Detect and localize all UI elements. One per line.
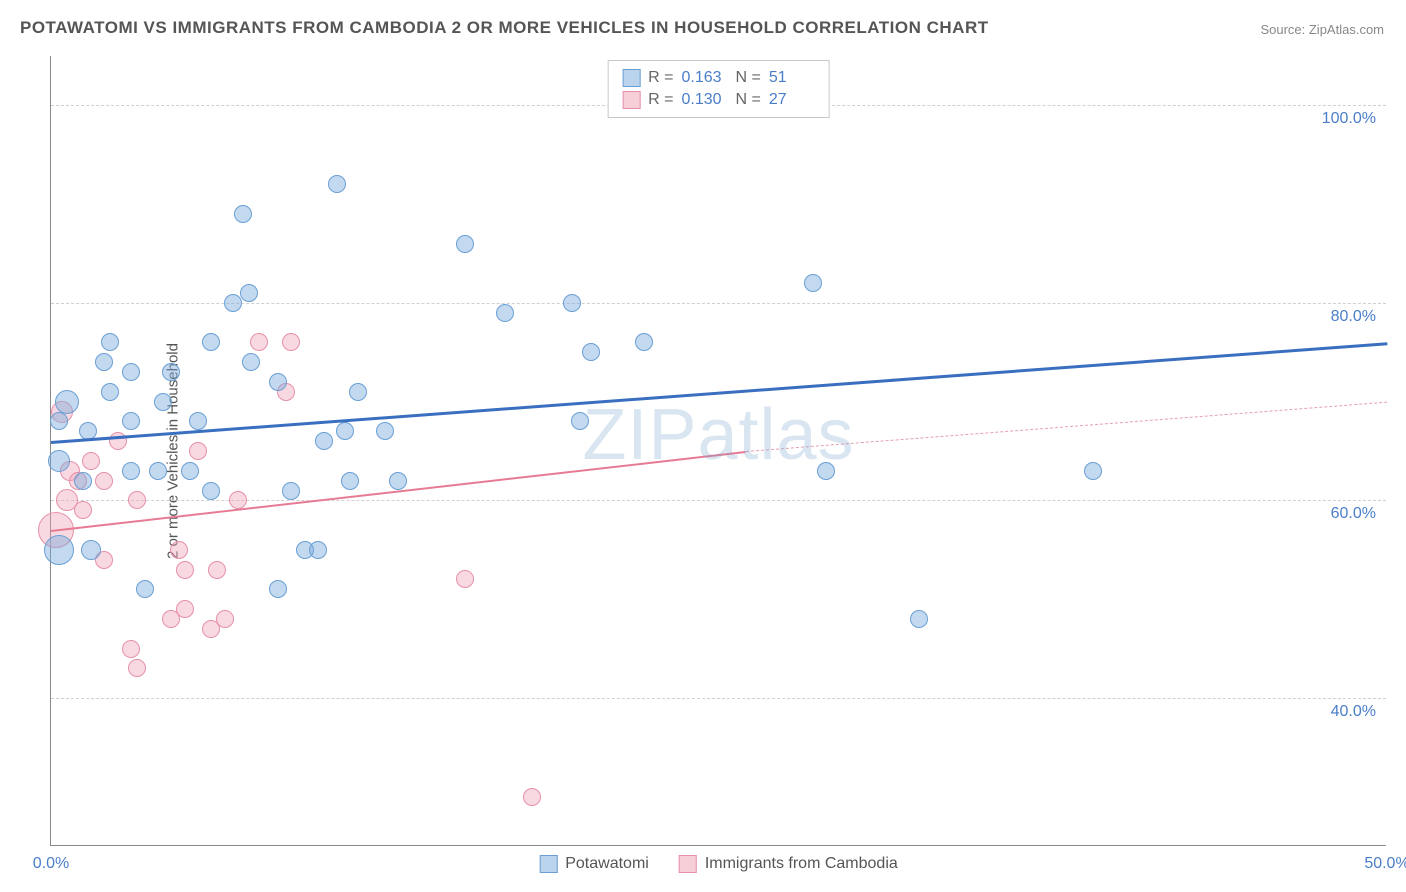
data-point <box>341 472 359 490</box>
data-point <box>376 422 394 440</box>
data-point <box>349 383 367 401</box>
data-point <box>162 363 180 381</box>
data-point <box>95 353 113 371</box>
data-point <box>315 432 333 450</box>
chart-title: POTAWATOMI VS IMMIGRANTS FROM CAMBODIA 2… <box>20 18 989 38</box>
data-point <box>81 540 101 560</box>
gridline <box>51 500 1386 501</box>
data-point <box>224 294 242 312</box>
source-label: Source: ZipAtlas.com <box>1260 22 1384 37</box>
data-point <box>269 373 287 391</box>
legend-item-potawatomi: Potawatomi <box>539 855 649 873</box>
swatch-pink-icon <box>622 91 640 109</box>
data-point <box>282 333 300 351</box>
data-point <box>189 442 207 460</box>
x-tick-label: 50.0% <box>1364 855 1406 873</box>
data-point <box>563 294 581 312</box>
data-point <box>154 393 172 411</box>
data-point <box>202 482 220 500</box>
data-point <box>582 343 600 361</box>
y-tick-label: 100.0% <box>1322 110 1376 128</box>
r-value-pink: 0.130 <box>682 91 728 109</box>
legend-item-cambodia: Immigrants from Cambodia <box>679 855 898 873</box>
data-point <box>48 450 70 472</box>
data-point <box>149 462 167 480</box>
data-point <box>208 561 226 579</box>
data-point <box>456 235 474 253</box>
data-point <box>181 462 199 480</box>
data-point <box>336 422 354 440</box>
watermark: ZIPatlas <box>582 394 854 476</box>
data-point <box>50 412 68 430</box>
stats-row-potawatomi: R = 0.163 N = 51 <box>622 67 815 89</box>
x-tick-label: 0.0% <box>33 855 69 873</box>
data-point <box>55 390 79 414</box>
legend-label-cambodia: Immigrants from Cambodia <box>705 855 898 873</box>
data-point <box>82 452 100 470</box>
stats-row-cambodia: R = 0.130 N = 27 <box>622 89 815 111</box>
data-point <box>74 501 92 519</box>
data-point <box>234 205 252 223</box>
data-point <box>176 561 194 579</box>
data-point <box>523 788 541 806</box>
data-point <box>309 541 327 559</box>
data-point <box>328 175 346 193</box>
data-point <box>136 580 154 598</box>
r-value-blue: 0.163 <box>682 69 728 87</box>
y-tick-label: 80.0% <box>1331 308 1376 326</box>
data-point <box>242 353 260 371</box>
data-point <box>216 610 234 628</box>
n-label: N = <box>736 69 761 87</box>
data-point <box>74 472 92 490</box>
n-value-pink: 27 <box>769 91 815 109</box>
data-point <box>176 600 194 618</box>
data-point <box>101 383 119 401</box>
gridline <box>51 698 1386 699</box>
data-point <box>128 659 146 677</box>
trend-line-pink-dash <box>746 402 1387 452</box>
data-point <box>189 412 207 430</box>
y-tick-label: 60.0% <box>1331 505 1376 523</box>
r-label: R = <box>648 91 673 109</box>
data-point <box>571 412 589 430</box>
data-point <box>128 491 146 509</box>
r-label: R = <box>648 69 673 87</box>
data-point <box>282 482 300 500</box>
data-point <box>804 274 822 292</box>
data-point <box>496 304 514 322</box>
data-point <box>122 412 140 430</box>
gridline <box>51 303 1386 304</box>
data-point <box>817 462 835 480</box>
data-point <box>122 462 140 480</box>
n-value-blue: 51 <box>769 69 815 87</box>
data-point <box>229 491 247 509</box>
legend-label-potawatomi: Potawatomi <box>565 855 649 873</box>
n-label: N = <box>736 91 761 109</box>
data-point <box>101 333 119 351</box>
data-point <box>44 535 74 565</box>
data-point <box>456 570 474 588</box>
data-point <box>389 472 407 490</box>
data-point <box>122 363 140 381</box>
data-point <box>635 333 653 351</box>
data-point <box>269 580 287 598</box>
data-point <box>122 640 140 658</box>
data-point <box>202 333 220 351</box>
y-tick-label: 40.0% <box>1331 703 1376 721</box>
stats-legend: R = 0.163 N = 51 R = 0.130 N = 27 <box>607 60 830 118</box>
bottom-legend: Potawatomi Immigrants from Cambodia <box>539 855 898 873</box>
data-point <box>1084 462 1102 480</box>
swatch-pink-icon <box>679 855 697 873</box>
swatch-blue-icon <box>539 855 557 873</box>
data-point <box>910 610 928 628</box>
scatter-plot: 2 or more Vehicles in Household 40.0%60.… <box>50 56 1386 846</box>
data-point <box>95 472 113 490</box>
data-point <box>170 541 188 559</box>
swatch-blue-icon <box>622 69 640 87</box>
data-point <box>250 333 268 351</box>
data-point <box>240 284 258 302</box>
